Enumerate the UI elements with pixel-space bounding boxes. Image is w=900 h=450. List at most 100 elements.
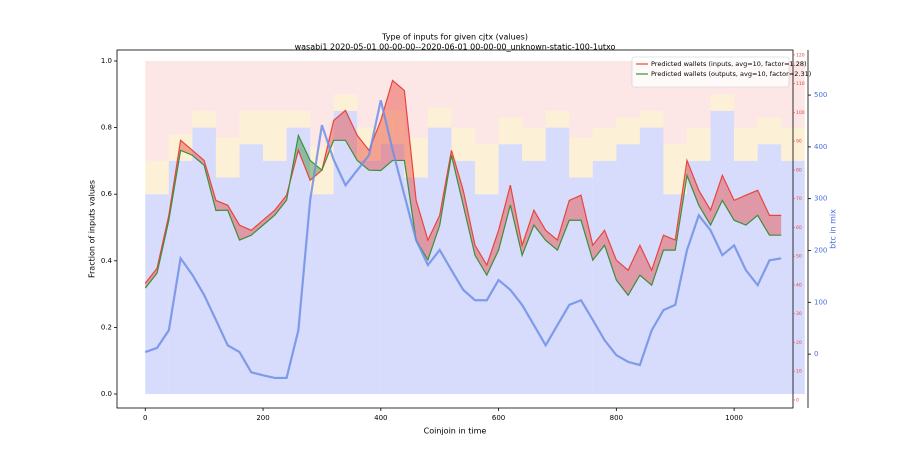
- chart-title: Type of inputs for given cjtx (values): [381, 33, 528, 42]
- y2-tick-label: 100: [814, 298, 827, 306]
- difference-fill: [604, 230, 617, 281]
- difference-fill: [192, 150, 205, 166]
- chart-subtitle: wasabi1 2020-05-01 00-00-00--2020-06-01 …: [295, 43, 616, 52]
- bar-segment: [286, 127, 311, 395]
- difference-fill: [734, 195, 746, 226]
- bar-segment: [569, 60, 593, 138]
- y2-tick-label: 0: [814, 350, 818, 358]
- difference-fill: [687, 160, 699, 206]
- y3-tick-label: 120: [796, 52, 805, 58]
- difference-fill: [581, 195, 593, 261]
- bar-segment: [310, 194, 334, 395]
- bar-segment: [475, 144, 499, 195]
- difference-fill: [333, 110, 346, 141]
- bar-segment: [380, 144, 405, 395]
- difference-fill: [215, 200, 228, 211]
- y3-tick-label: 110: [796, 81, 805, 87]
- difference-fill: [345, 110, 358, 161]
- bar-segment: [734, 127, 758, 161]
- bar-segment: [545, 127, 570, 395]
- y2-tick-label: 500: [814, 91, 827, 99]
- bar-segment: [639, 110, 664, 128]
- difference-fill: [545, 230, 558, 251]
- difference-fill: [475, 245, 487, 276]
- y2-tick-label: 400: [814, 143, 827, 151]
- bar-segment: [192, 60, 216, 111]
- bar-segment: [357, 160, 381, 395]
- y2-axis-label: btc in mix: [829, 209, 838, 249]
- difference-fill: [533, 210, 546, 241]
- difference-fill: [274, 195, 287, 216]
- bar-segment: [239, 110, 264, 145]
- bar-segment: [239, 60, 264, 111]
- series-line: [144, 79, 782, 284]
- difference-fill: [427, 215, 440, 260]
- bar-segment: [239, 144, 264, 395]
- bar-segment: [310, 60, 334, 148]
- difference-fill: [486, 230, 499, 276]
- y-tick-label: 0.4: [101, 257, 113, 265]
- difference-fill: [757, 190, 770, 236]
- y3-tick-label: 30: [796, 311, 802, 317]
- bar-segment: [569, 177, 593, 395]
- bar-segment: [263, 60, 287, 111]
- bar-segment: [286, 110, 311, 128]
- bar-segment: [215, 137, 240, 178]
- difference-fill: [592, 230, 605, 261]
- bar-segment: [451, 60, 476, 128]
- y3-tick-label: 100: [796, 110, 805, 116]
- y3-tick-label: 50: [796, 254, 802, 260]
- y3-tick-label: 10: [796, 369, 802, 375]
- difference-fill: [722, 175, 735, 221]
- difference-fill: [498, 185, 511, 251]
- bar-segment: [522, 127, 546, 161]
- bar-segment: [687, 127, 711, 161]
- difference-fill: [263, 210, 275, 226]
- bar-segment: [192, 127, 216, 395]
- difference-fill: [569, 195, 582, 221]
- legend-label: Predicted wallets (inputs, avg=10, facto…: [651, 60, 807, 68]
- bar-segment: [168, 60, 193, 135]
- bar-segment: [263, 110, 287, 161]
- bar-segment: [215, 60, 240, 138]
- difference-fill: [769, 215, 782, 236]
- bar-segment: [380, 110, 405, 145]
- difference-fill: [698, 190, 711, 226]
- bar-segment: [145, 160, 169, 195]
- difference-fill: [298, 135, 311, 181]
- bar-segment: [710, 94, 735, 111]
- bar-segment: [286, 60, 311, 111]
- bar-segment: [475, 194, 499, 395]
- bar-segment: [757, 117, 782, 145]
- difference-fill: [628, 245, 640, 296]
- bar-segment: [145, 60, 169, 161]
- bar-segment: [263, 160, 287, 395]
- bar-segment: [168, 160, 193, 395]
- bar-segment: [663, 194, 688, 395]
- difference-fill: [392, 80, 405, 161]
- bar-segment: [168, 134, 193, 161]
- bar-segment: [427, 107, 452, 128]
- bar-segment: [687, 160, 711, 395]
- bar-segment: [616, 117, 640, 145]
- bar-segment: [427, 60, 452, 108]
- difference-fill: [557, 200, 570, 251]
- bar-segment: [215, 177, 240, 395]
- y3-tick-label: 60: [796, 225, 802, 231]
- x-tick-label: 400: [374, 414, 387, 422]
- y3-tick-label: 90: [796, 139, 802, 145]
- difference-fill: [522, 210, 534, 256]
- bar-segment: [404, 60, 428, 138]
- y-tick-label: 0.0: [101, 390, 112, 398]
- bar-segment: [710, 110, 735, 395]
- plot-frame: [116, 49, 794, 409]
- bar-segment: [663, 144, 688, 195]
- bar-segment: [404, 177, 428, 395]
- legend-label: Predicted wallets (outputs, avg=10, fact…: [651, 70, 811, 78]
- bar-segment: [639, 127, 664, 395]
- bar-segment: [545, 60, 570, 111]
- bar-segment: [734, 160, 758, 395]
- bar-segment: [498, 60, 523, 118]
- bar-segment: [357, 60, 381, 128]
- bar-segment: [592, 160, 617, 395]
